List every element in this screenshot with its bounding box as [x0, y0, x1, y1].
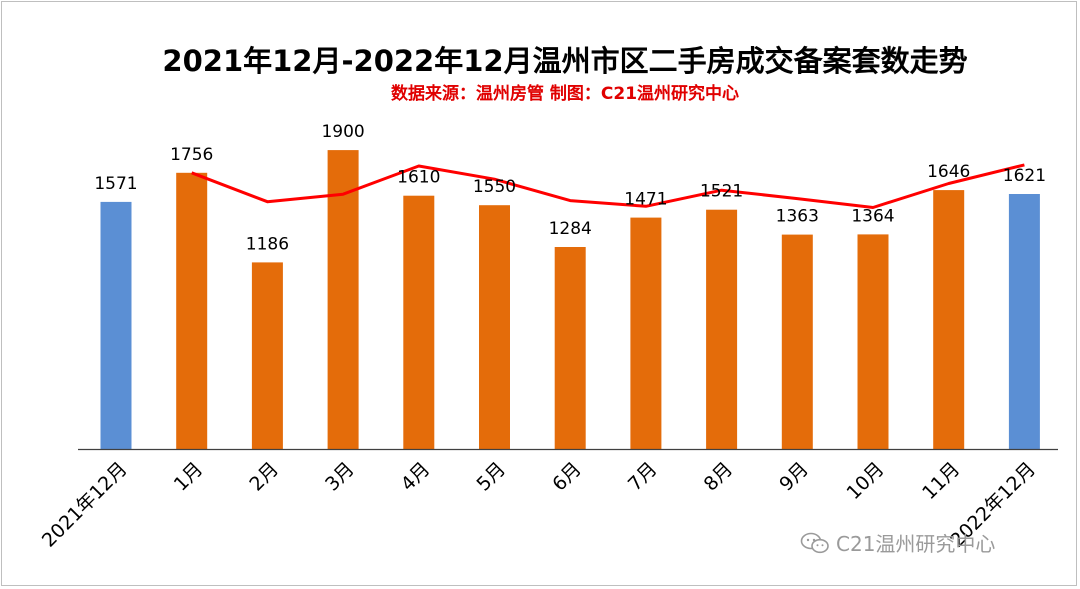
x-tick-label: 2月	[245, 458, 283, 496]
bar	[176, 172, 208, 450]
x-tick-label: 8月	[700, 458, 738, 496]
chart-title: 2021年12月-2022年12月温州市区二手房成交备案套数走势	[162, 44, 968, 78]
bar	[251, 262, 283, 449]
wechat-icon	[800, 532, 829, 553]
data-label: 1646	[927, 162, 970, 182]
data-label: 1756	[170, 145, 213, 165]
data-label: 1363	[776, 207, 819, 227]
data-label: 1550	[473, 177, 516, 197]
data-label: 1284	[549, 219, 592, 239]
data-label: 1471	[624, 190, 667, 210]
x-tick-label: 10月	[842, 458, 888, 504]
x-tick-label: 4月	[397, 458, 435, 496]
trend-line	[191, 163, 1025, 209]
watermark: C21温州研究中心	[800, 528, 995, 557]
bar	[781, 234, 813, 449]
bar	[1008, 194, 1040, 449]
bar	[554, 247, 586, 449]
x-tick-label: 11月	[918, 458, 964, 504]
x-tick-label: 7月	[624, 458, 662, 496]
x-tick-label: 2021年12月	[38, 458, 132, 552]
data-label: 1186	[246, 234, 289, 254]
chart-subtitle: 数据来源：温州房管 制图：C21温州研究中心	[390, 84, 740, 104]
x-tick-label: 1月	[170, 458, 208, 496]
watermark-text: C21温州研究中心	[836, 532, 996, 556]
bar	[933, 190, 965, 449]
data-label: 1521	[700, 182, 743, 202]
bar	[403, 195, 435, 449]
bar	[857, 234, 889, 449]
bar	[100, 201, 132, 449]
bar	[327, 150, 359, 449]
data-label: 1621	[1003, 166, 1046, 186]
data-label: 1610	[397, 168, 440, 188]
x-tick-label: 5月	[472, 458, 510, 496]
x-tick-label: 6月	[548, 458, 586, 496]
x-tick-label: 3月	[321, 458, 359, 496]
bar	[630, 217, 662, 449]
data-label: 1571	[94, 174, 137, 194]
bar	[706, 209, 738, 449]
data-label: 1364	[851, 206, 894, 226]
x-tick-label: 9月	[775, 458, 813, 496]
bar	[479, 205, 510, 449]
data-label: 1900	[321, 122, 364, 142]
